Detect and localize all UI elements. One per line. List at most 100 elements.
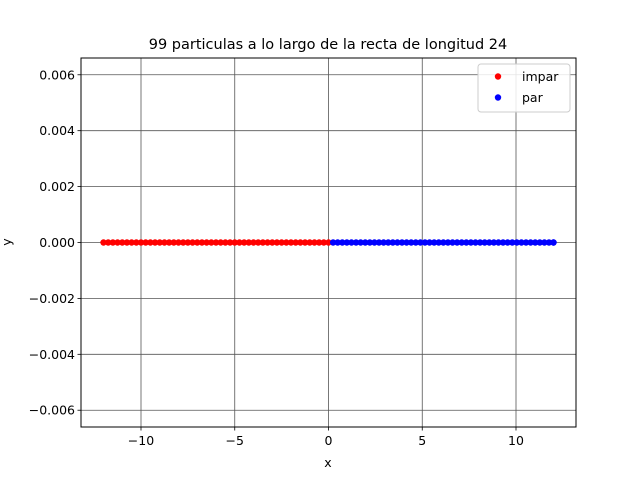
point-impar bbox=[100, 239, 107, 246]
point-impar bbox=[217, 239, 224, 246]
point-par bbox=[385, 239, 392, 246]
point-par bbox=[490, 239, 498, 246]
point-par bbox=[339, 239, 346, 246]
point-par bbox=[375, 239, 383, 246]
point-par bbox=[352, 239, 360, 246]
point-par bbox=[426, 239, 433, 246]
legend-marker-impar bbox=[494, 73, 502, 80]
point-par bbox=[536, 239, 544, 246]
y-axis-label: y bbox=[0, 238, 14, 246]
y-tick-label: 0.000 bbox=[39, 235, 75, 250]
point-impar bbox=[133, 239, 140, 246]
point-par bbox=[518, 239, 525, 246]
point-impar bbox=[156, 239, 163, 246]
point-par bbox=[513, 239, 521, 246]
point-par bbox=[394, 239, 401, 246]
point-par bbox=[550, 239, 557, 246]
point-impar bbox=[109, 239, 117, 246]
x-tick-label: 5 bbox=[418, 433, 426, 448]
point-impar bbox=[273, 239, 281, 246]
point-impar bbox=[212, 239, 220, 246]
point-par bbox=[444, 239, 452, 246]
point-impar bbox=[189, 239, 196, 246]
point-par bbox=[357, 239, 364, 246]
point-impar bbox=[283, 239, 290, 246]
point-impar bbox=[151, 239, 159, 246]
x-axis-ticks: −10 −5 0 5 10 bbox=[128, 427, 524, 448]
point-par bbox=[481, 239, 488, 246]
point-impar bbox=[198, 239, 206, 246]
point-impar bbox=[128, 239, 135, 246]
point-par bbox=[403, 239, 410, 246]
point-impar bbox=[292, 239, 299, 246]
legend-label-par: par bbox=[522, 90, 544, 105]
point-par bbox=[343, 239, 351, 246]
point-par bbox=[389, 239, 397, 246]
y-tick-label: 0.002 bbox=[39, 179, 75, 194]
point-impar bbox=[287, 239, 295, 246]
y-tick-label: 0.006 bbox=[39, 67, 75, 82]
point-impar bbox=[259, 239, 267, 246]
point-par bbox=[458, 239, 465, 246]
point-par bbox=[504, 239, 511, 246]
point-par bbox=[440, 239, 447, 246]
point-impar bbox=[194, 239, 201, 246]
point-par bbox=[430, 239, 438, 246]
point-impar bbox=[240, 239, 248, 246]
x-axis-label: x bbox=[324, 455, 331, 470]
point-impar bbox=[203, 239, 210, 246]
point-impar bbox=[306, 239, 313, 246]
point-impar bbox=[278, 239, 285, 246]
point-par bbox=[495, 239, 502, 246]
x-tick-label: −10 bbox=[128, 433, 154, 448]
point-impar bbox=[175, 239, 182, 246]
point-impar bbox=[231, 239, 238, 246]
point-impar bbox=[320, 239, 328, 246]
legend-label-impar: impar bbox=[522, 69, 559, 84]
legend: impar par bbox=[477, 63, 571, 113]
point-par bbox=[499, 239, 507, 246]
y-tick-label: −0.004 bbox=[29, 347, 75, 362]
point-impar bbox=[137, 239, 145, 246]
point-par bbox=[541, 239, 548, 246]
point-par bbox=[545, 239, 553, 246]
point-par bbox=[467, 239, 475, 246]
point-par bbox=[463, 239, 470, 246]
chart-title: 99 particulas a lo largo de la recta de … bbox=[149, 37, 508, 53]
point-impar bbox=[142, 239, 149, 246]
point-impar bbox=[123, 239, 131, 246]
point-par bbox=[366, 239, 374, 246]
point-par bbox=[417, 239, 424, 246]
point-par bbox=[449, 239, 456, 246]
point-par bbox=[407, 239, 415, 246]
point-impar bbox=[208, 239, 215, 246]
point-par bbox=[435, 239, 442, 246]
point-par bbox=[476, 239, 484, 246]
point-impar bbox=[245, 239, 253, 246]
point-impar bbox=[119, 239, 126, 246]
point-impar bbox=[254, 239, 262, 246]
point-par bbox=[522, 239, 530, 246]
point-impar bbox=[315, 239, 323, 246]
point-par bbox=[329, 239, 337, 246]
point-impar bbox=[236, 239, 243, 246]
point-par bbox=[334, 239, 341, 246]
point-impar bbox=[161, 239, 168, 246]
point-par bbox=[348, 239, 355, 246]
point-par bbox=[532, 239, 539, 246]
point-impar bbox=[104, 239, 112, 246]
y-tick-label: −0.006 bbox=[29, 403, 75, 418]
point-impar bbox=[250, 239, 257, 246]
x-tick-label: −5 bbox=[226, 433, 244, 448]
legend-marker-par bbox=[494, 94, 502, 101]
point-par bbox=[509, 239, 516, 246]
point-impar bbox=[264, 239, 271, 246]
point-par bbox=[412, 239, 419, 246]
point-impar bbox=[226, 239, 234, 246]
point-par bbox=[398, 239, 406, 246]
point-par bbox=[472, 239, 479, 246]
point-impar bbox=[325, 239, 332, 246]
point-impar bbox=[311, 239, 318, 246]
point-par bbox=[421, 239, 429, 246]
